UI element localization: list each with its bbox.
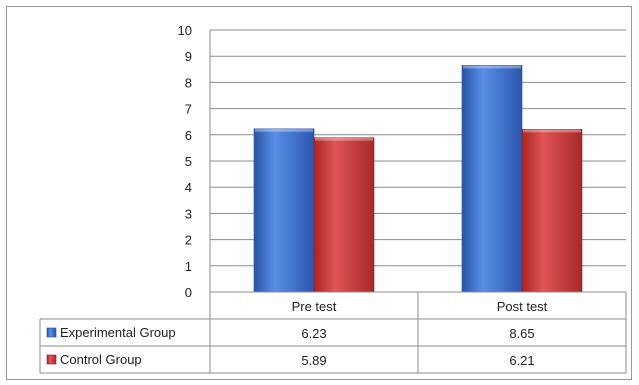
bar-top-highlight bbox=[523, 129, 581, 133]
table-value: 6.21 bbox=[509, 353, 534, 368]
y-tick-label: 9 bbox=[185, 49, 192, 64]
bar-experimental-group-pre-test bbox=[253, 128, 315, 293]
y-tick-label: 1 bbox=[185, 259, 192, 274]
bar-top-highlight bbox=[255, 128, 313, 132]
bar-control-group-post-test bbox=[521, 128, 583, 293]
y-tick-label: 8 bbox=[185, 75, 192, 90]
y-tick-label: 3 bbox=[185, 206, 192, 221]
data-table: Pre test Post test Experimental Group 6.23 8… bbox=[39, 291, 627, 374]
y-tick-label: 7 bbox=[185, 102, 192, 117]
table-value: 8.65 bbox=[509, 326, 534, 341]
y-tick-label: 10 bbox=[178, 23, 192, 38]
y-axis: 0 1 2 3 4 5 6 7 8 9 10 bbox=[178, 23, 211, 300]
y-tick-label: 6 bbox=[185, 128, 192, 143]
y-tick-label: 0 bbox=[185, 285, 192, 300]
bars bbox=[253, 65, 583, 293]
table-value: 6.23 bbox=[301, 326, 326, 341]
category-label: Pre test bbox=[292, 299, 337, 314]
bar-experimental-group-post-test bbox=[461, 65, 523, 293]
y-tick-label: 2 bbox=[185, 233, 192, 248]
legend-key-control-group bbox=[46, 354, 57, 365]
legend-label: Experimental Group bbox=[60, 325, 176, 340]
legend-key-experimental-group bbox=[46, 327, 57, 338]
legend-label: Control Group bbox=[60, 352, 142, 367]
category-label: Post test bbox=[497, 299, 548, 314]
y-tick-label: 5 bbox=[185, 154, 192, 169]
y-tick-label: 4 bbox=[185, 180, 192, 195]
bar-top-highlight bbox=[463, 65, 521, 69]
table-value: 5.89 bbox=[301, 353, 326, 368]
bar-top-highlight bbox=[315, 137, 373, 141]
bar-control-group-pre-test bbox=[313, 137, 375, 293]
